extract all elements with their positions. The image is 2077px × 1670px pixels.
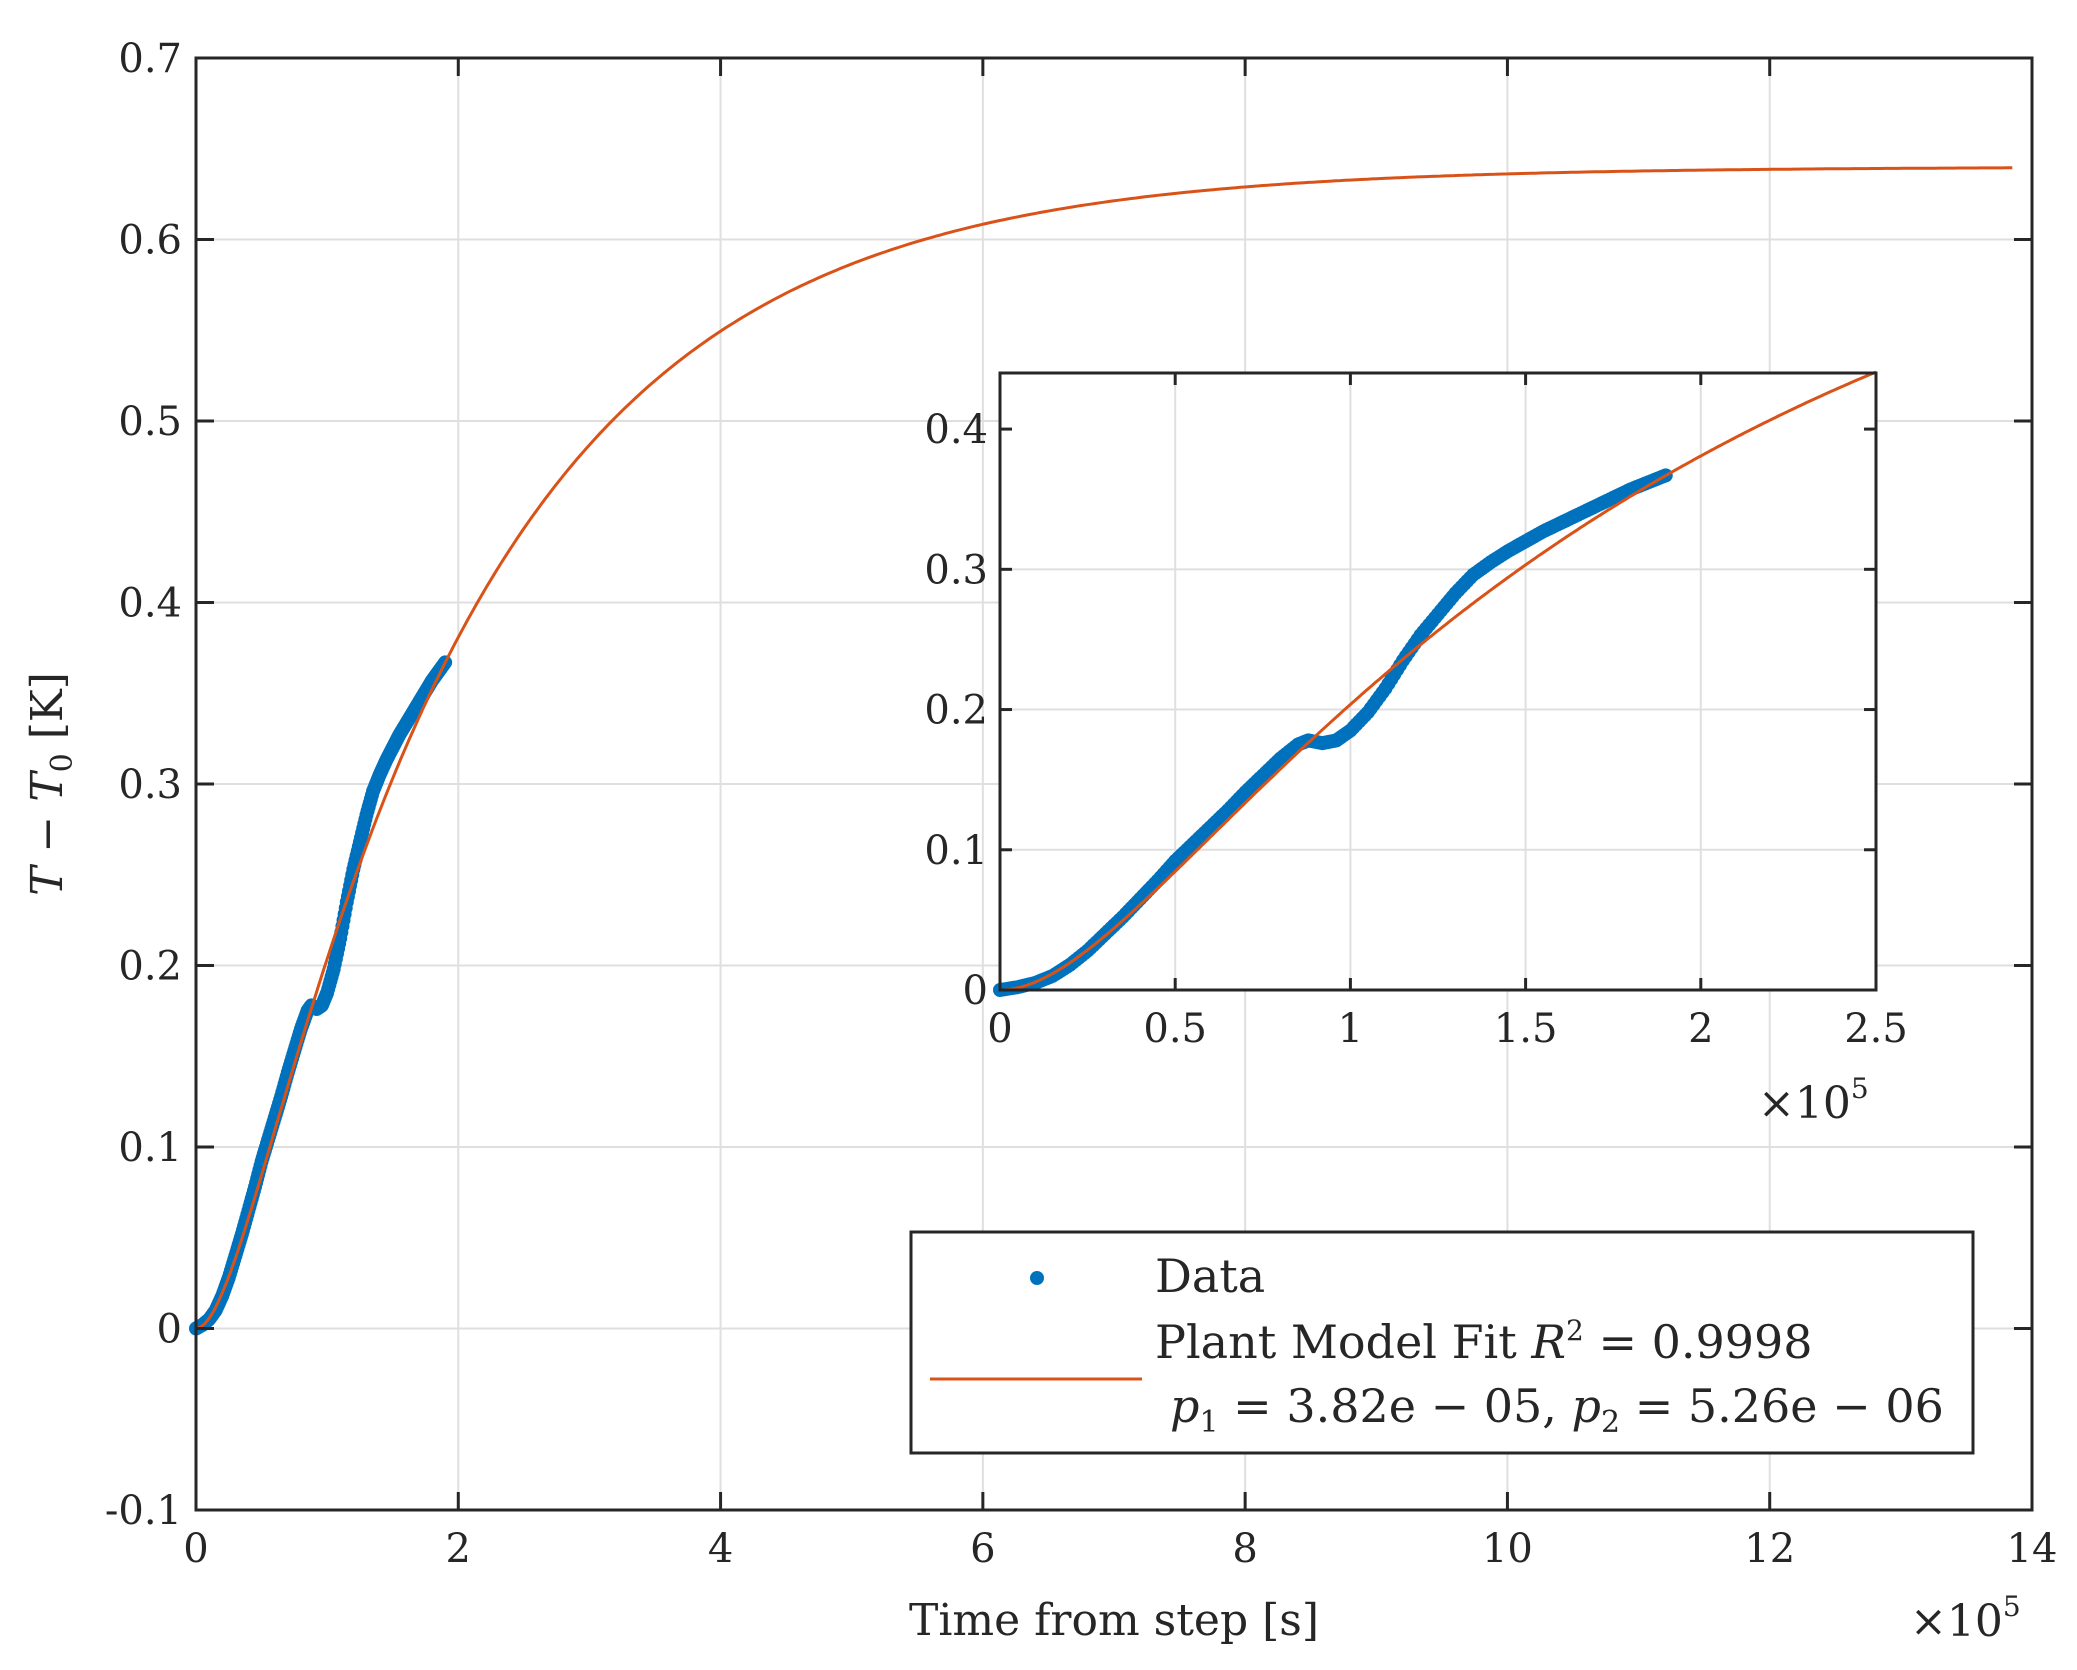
inset-ticks: 0 0.5 1 1.5 2 2.5 0 0.1 0.2 0.3 0.4 bbox=[924, 373, 1908, 1052]
main-x-tick-label: 14 bbox=[2007, 1526, 2058, 1572]
inset-y-tick-label: 0.2 bbox=[924, 688, 988, 734]
main-y-tick-label: 0.7 bbox=[118, 36, 182, 82]
legend-fit-label: Plant Model Fit R2 = 0.9998 bbox=[1155, 1314, 1813, 1369]
legend-data-label: Data bbox=[1155, 1249, 1265, 1303]
inset-x-tick-label: 1 bbox=[1338, 1006, 1363, 1052]
svg-text:×105: ×105 bbox=[1910, 1590, 2021, 1647]
main-y-tick-label: 0.3 bbox=[118, 762, 182, 808]
inset-axes-box bbox=[998, 371, 1878, 992]
legend: Data Plant Model Fit R2 = 0.9998 p1 = 3.… bbox=[909, 1230, 1975, 1455]
main-x-tick-label: 10 bbox=[1482, 1526, 1533, 1572]
main-y-tick-label: 0.2 bbox=[118, 944, 182, 990]
inset-x-tick-label: 0 bbox=[987, 1006, 1012, 1052]
y-label-T: T bbox=[22, 863, 73, 896]
main-y-tick-label: 0.4 bbox=[118, 581, 182, 627]
main-y-tick-label: 0.1 bbox=[118, 1125, 182, 1171]
main-ticks: 0 2 4 6 8 10 12 14-0.100.10.20.30.40.50.60.7 bbox=[105, 36, 2058, 1572]
y-label-unit: [K] bbox=[22, 672, 73, 753]
inset-x-tick-label: 1.5 bbox=[1494, 1006, 1558, 1052]
legend-fit-params: p1 = 3.82e − 05, p2 = 5.26e − 06 bbox=[1170, 1379, 1944, 1440]
main-y-tick-label: 0.6 bbox=[118, 218, 182, 264]
main-x-tick-label: 0 bbox=[183, 1526, 208, 1572]
inset-grid bbox=[1000, 373, 1876, 990]
inset-x-exponent-base: ×10 bbox=[1758, 1078, 1851, 1129]
x-axis-label: Time from step [s] bbox=[909, 1595, 1319, 1646]
main-x-tick-label: 2 bbox=[446, 1526, 471, 1572]
inset-x-exponent-power: 5 bbox=[1851, 1072, 1869, 1105]
main-y-tick-label: -0.1 bbox=[105, 1488, 182, 1534]
x-axis-exponent-base: ×10 bbox=[1910, 1596, 2003, 1647]
legend-box bbox=[909, 1230, 1975, 1455]
main-data-series bbox=[189, 655, 453, 1336]
y-axis-label: T − T0 [K] bbox=[22, 672, 80, 896]
inset-y-tick-label: 0.1 bbox=[924, 828, 988, 874]
inset-x-tick-label: 2.5 bbox=[1844, 1006, 1908, 1052]
inset-x-tick-label: 2 bbox=[1688, 1006, 1713, 1052]
inset-background bbox=[1000, 373, 1876, 990]
inset-x-exponent: ×105 bbox=[1758, 1072, 1869, 1129]
main-y-tick-label: 0.5 bbox=[118, 399, 182, 445]
main-fit-line bbox=[195, 166, 2013, 1330]
main-x-tick-label: 12 bbox=[1744, 1526, 1795, 1572]
svg-text:T − T0 [K]: T − T0 [K] bbox=[22, 672, 80, 896]
inset-y-tick-label: 0.4 bbox=[924, 407, 988, 453]
inset-x-tick-label: 0.5 bbox=[1143, 1006, 1207, 1052]
inset-y-tick-label: 0.3 bbox=[924, 547, 988, 593]
y-label-T0: T bbox=[22, 769, 73, 802]
svg-text:×105: ×105 bbox=[1758, 1072, 1869, 1129]
x-axis-exponent-power: 5 bbox=[2003, 1590, 2021, 1623]
y-label-sub: 0 bbox=[45, 753, 80, 772]
main-y-tick-label: 0 bbox=[157, 1307, 182, 1353]
main-x-tick-label: 8 bbox=[1232, 1526, 1257, 1572]
legend-data-marker bbox=[1030, 1271, 1044, 1285]
main-x-tick-label: 6 bbox=[970, 1526, 995, 1572]
inset-y-tick-label: 0 bbox=[963, 968, 988, 1014]
x-axis-exponent: ×105 bbox=[1910, 1590, 2021, 1647]
inset-fit-line bbox=[1000, 370, 1877, 992]
y-label-minus: − bbox=[22, 802, 73, 867]
main-x-tick-label: 4 bbox=[708, 1526, 733, 1572]
inset-plot-area bbox=[993, 370, 1877, 997]
